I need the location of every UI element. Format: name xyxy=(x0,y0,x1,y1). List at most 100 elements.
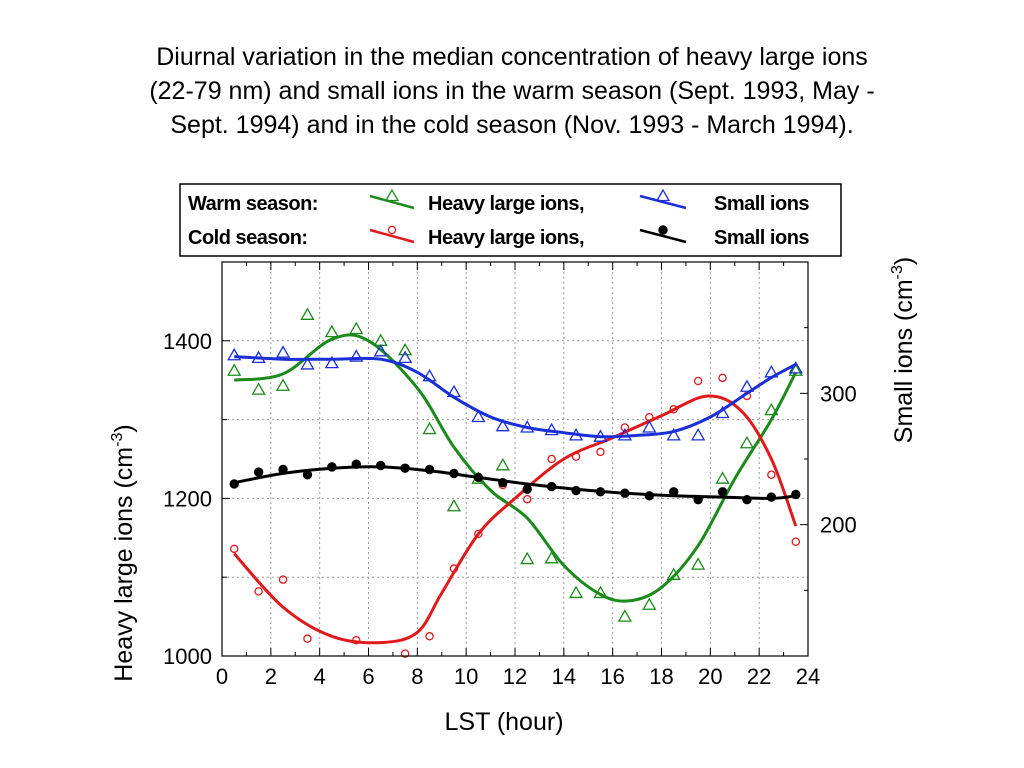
chart-title-line: (22-79 nm) and small ions in the warm se… xyxy=(149,77,875,105)
series-cold_small-point xyxy=(498,477,508,488)
series-warm_small-point xyxy=(617,428,632,441)
series-warm_heavy-point xyxy=(227,363,242,376)
series-warm_heavy-point xyxy=(642,597,657,610)
series-warm_small-point xyxy=(788,361,803,374)
x-tick-label: 2 xyxy=(265,664,277,689)
series-warm_heavy-point xyxy=(593,585,608,599)
series-warm_small-point xyxy=(300,357,315,370)
x-tick-label: 6 xyxy=(362,664,374,689)
series-warm_small-point xyxy=(764,365,779,378)
chart-title-line: Sept. 1994) and in the cold season (Nov.… xyxy=(170,111,854,139)
series-cold_heavy-point xyxy=(693,376,703,386)
x-tick-label: 20 xyxy=(698,664,722,689)
series-warm_small-point xyxy=(520,420,535,433)
series-cold_heavy-point xyxy=(254,587,263,596)
series-cold_small-point xyxy=(791,489,801,500)
x-tick-label: 18 xyxy=(649,664,673,689)
legend: Warm season: Cold season: Heavy large io… xyxy=(179,183,842,257)
series-warm_heavy-point xyxy=(544,550,559,564)
series-warm_small-point xyxy=(642,420,657,433)
series-warm_small-point xyxy=(446,384,462,398)
x-tick-label: 4 xyxy=(314,664,326,689)
series-warm_small-point xyxy=(691,428,706,441)
series-warm_heavy-point xyxy=(251,382,266,395)
y-axis-left-title-sup: -3 xyxy=(109,433,126,447)
y-axis-left-title-main: Heavy large ions (cm xyxy=(110,447,138,682)
series-cold_heavy-point xyxy=(303,634,312,643)
series-warm_small-point xyxy=(324,355,339,369)
series-warm_small xyxy=(227,343,803,442)
legend-warm-small-label: Small ions xyxy=(714,193,809,215)
series-warm_small-point xyxy=(715,405,730,419)
legend-line-cold_heavy xyxy=(369,228,415,244)
x-axis-title: LST (hour) xyxy=(444,708,563,736)
y-axis-left-title-close: ) xyxy=(110,424,138,432)
series-cold_small-point xyxy=(571,485,581,496)
series-warm_heavy-point xyxy=(520,551,535,565)
legend-marker-warm_heavy xyxy=(384,188,400,202)
y-axis-right-title-main: Small ions (cm xyxy=(890,279,918,443)
legend-cold-heavy-label: Heavy large ions, xyxy=(428,227,584,249)
x-tick-label: 0 xyxy=(216,664,228,689)
series-cold_small-point xyxy=(376,460,386,471)
series-group xyxy=(227,307,803,658)
series-warm_heavy-curve xyxy=(233,333,798,603)
series-cold_heavy-point xyxy=(522,494,532,504)
legend-line-warm_small xyxy=(639,194,687,210)
series-warm_small-point xyxy=(666,428,681,441)
x-tick-label: 14 xyxy=(552,664,576,689)
series-warm_heavy-point xyxy=(764,402,779,416)
series-cold_small-point xyxy=(546,481,557,492)
series-cold_heavy-point xyxy=(767,470,776,480)
series-cold_small-point xyxy=(766,492,777,502)
y-axis-right-title-sup: -3 xyxy=(889,265,906,279)
y-left-tick-label: 1000 xyxy=(163,644,212,669)
y-left-tick-label: 1400 xyxy=(163,329,212,354)
legend-warm-heavy-label: Heavy large ions, xyxy=(428,193,584,215)
series-cold_small-point xyxy=(717,487,728,497)
series-cold_heavy-point xyxy=(425,632,434,641)
series-warm_heavy-point xyxy=(495,457,510,471)
series-warm_small-curve xyxy=(234,355,797,439)
series-warm_heavy-point xyxy=(373,333,388,346)
series-cold_small-point xyxy=(742,495,752,505)
series-cold_small-point xyxy=(473,472,484,483)
series-cold_heavy-point xyxy=(669,405,678,414)
series-cold_heavy-point xyxy=(791,537,801,546)
x-tick-label: 16 xyxy=(600,664,624,689)
series-warm_small-point xyxy=(471,409,486,423)
legend-marker-cold_heavy xyxy=(387,225,397,235)
series-warm_heavy-point xyxy=(446,498,462,512)
series-cold_small-point xyxy=(620,488,630,498)
series-warm_small-point xyxy=(593,429,608,442)
series-warm_small-point xyxy=(568,428,584,441)
series-warm_heavy-point xyxy=(691,557,706,570)
legend-box xyxy=(179,183,842,257)
series-cold_small-point xyxy=(669,487,679,497)
series-cold_small-point xyxy=(522,484,532,494)
series-warm_heavy-point xyxy=(568,585,584,599)
x-tick-label: 22 xyxy=(747,664,771,689)
legend-line-cold_small xyxy=(639,228,687,244)
series-cold_small-point xyxy=(424,464,435,475)
series-cold_small xyxy=(229,459,801,505)
series-cold_heavy-point xyxy=(547,454,556,464)
series-warm_heavy-point xyxy=(422,421,437,435)
series-cold_heavy-point xyxy=(474,529,483,539)
series-cold_small-point xyxy=(693,495,703,505)
y-axis-right-title-close: ) xyxy=(890,257,918,265)
series-cold_heavy-point xyxy=(229,544,239,554)
chart-title: Diurnal variation in the median concentr… xyxy=(0,40,1024,142)
series-cold_small-point xyxy=(351,459,361,469)
legend-cold-small-label: Small ions xyxy=(714,227,809,249)
series-warm_heavy-point xyxy=(617,609,632,622)
series-warm_heavy-point xyxy=(398,342,413,356)
series-warm_heavy-point xyxy=(275,378,291,391)
x-tick-label: 8 xyxy=(411,664,423,689)
y-right-tick-label: 200 xyxy=(820,513,857,538)
y-axis-left-title: Heavy large ions (cm-3) xyxy=(109,424,138,681)
series-cold_heavy-point xyxy=(352,635,361,645)
series-cold_small-point xyxy=(595,487,606,497)
